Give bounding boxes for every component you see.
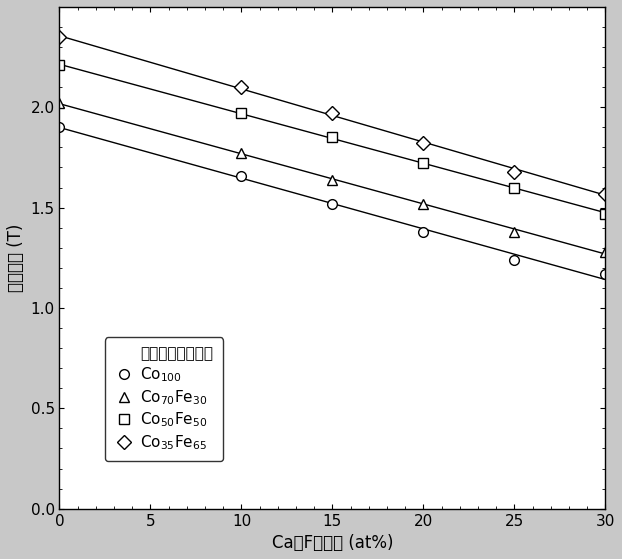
- Y-axis label: 飽和磁化 (T): 飽和磁化 (T): [7, 224, 25, 292]
- X-axis label: CaとFの総量 (at%): CaとFの総量 (at%): [272, 534, 393, 552]
- Legend: グラニュール組成, Co$_{100}$, Co$_{70}$Fe$_{30}$, Co$_{50}$Fe$_{50}$, Co$_{35}$Fe$_{65}$: グラニュール組成, Co$_{100}$, Co$_{70}$Fe$_{30}$…: [105, 338, 223, 461]
